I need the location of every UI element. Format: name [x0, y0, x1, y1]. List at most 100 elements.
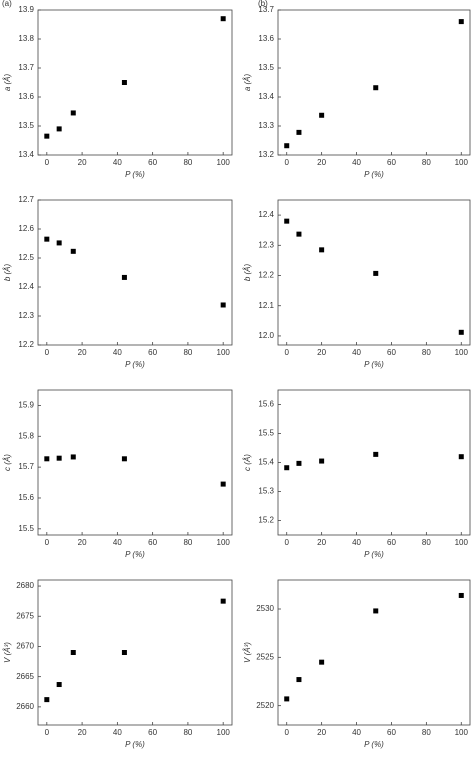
x-tick-label: 60	[387, 728, 396, 737]
point	[284, 465, 290, 471]
point	[121, 456, 127, 462]
y-tick-label: 15.8	[18, 431, 34, 440]
point	[56, 240, 62, 246]
x-tick-label: 100	[455, 158, 469, 167]
x-axis-label: P (%)	[364, 360, 384, 369]
point	[44, 133, 50, 139]
x-tick-label: 20	[317, 728, 326, 737]
point	[458, 19, 464, 25]
x-tick-label: 20	[78, 728, 87, 737]
point	[296, 677, 302, 683]
point	[70, 110, 76, 116]
x-axis-label: P (%)	[125, 170, 145, 179]
point	[220, 16, 226, 22]
plot-frame	[277, 9, 471, 156]
point	[319, 458, 325, 464]
y-tick-label: 12.7	[18, 195, 34, 204]
y-axis-label: b (Å)	[3, 264, 12, 282]
y-tick-label: 12.1	[258, 301, 274, 310]
y-tick-label: 15.5	[18, 524, 34, 533]
y-tick-label: 12.3	[18, 311, 34, 320]
x-axis-label: P (%)	[125, 740, 145, 749]
point	[296, 129, 302, 135]
y-tick-label: 2680	[16, 581, 34, 590]
x-tick-label: 20	[78, 348, 87, 357]
point	[284, 218, 290, 224]
x-tick-label: 80	[183, 538, 192, 547]
x-tick-label: 20	[317, 348, 326, 357]
y-tick-label: 15.9	[18, 401, 34, 410]
x-tick-label: 80	[422, 538, 431, 547]
point	[319, 112, 325, 118]
x-tick-label: 0	[285, 158, 290, 167]
y-tick-label: 12.4	[18, 282, 34, 291]
x-axis-label: P (%)	[125, 550, 145, 559]
x-tick-label: 20	[317, 538, 326, 547]
x-tick-label: 20	[317, 158, 326, 167]
point	[284, 696, 290, 702]
y-tick-label: 15.4	[258, 458, 274, 467]
x-tick-label: 40	[352, 728, 361, 737]
point	[373, 451, 379, 457]
x-tick-label: 80	[422, 158, 431, 167]
y-tick-label: 2525	[256, 652, 274, 661]
x-tick-label: 0	[285, 538, 290, 547]
point	[56, 126, 62, 132]
x-tick-label: 60	[148, 538, 157, 547]
x-tick-label: 0	[45, 728, 50, 737]
x-tick-label: 20	[78, 158, 87, 167]
panel-label: (b)	[258, 0, 268, 8]
plot-frame	[277, 579, 471, 726]
point	[121, 80, 127, 85]
panel-label: (a)	[2, 0, 12, 8]
y-tick-label: 13.6	[18, 92, 34, 101]
x-tick-label: 80	[422, 728, 431, 737]
x-tick-label: 80	[183, 348, 192, 357]
point	[319, 247, 325, 253]
y-axis-label: V (Å³)	[243, 642, 252, 663]
x-tick-label: 40	[113, 538, 122, 547]
y-tick-label: 12.4	[258, 210, 274, 219]
y-tick-label: 13.6	[258, 34, 274, 43]
y-tick-label: 13.4	[258, 92, 274, 101]
point	[70, 454, 76, 460]
point	[121, 274, 127, 280]
plot-frame	[277, 199, 471, 346]
y-tick-label: 15.2	[258, 516, 274, 525]
point	[319, 659, 325, 665]
y-axis-label: c (Å)	[243, 454, 252, 471]
point	[121, 650, 127, 655]
y-axis-label: c (Å)	[3, 454, 12, 471]
x-tick-label: 80	[183, 728, 192, 737]
y-tick-label: 2665	[16, 672, 34, 681]
x-tick-label: 40	[113, 728, 122, 737]
point	[44, 456, 50, 462]
y-tick-label: 12.0	[258, 331, 274, 340]
y-tick-label: 15.7	[18, 462, 34, 471]
point	[296, 231, 302, 237]
point	[220, 598, 226, 604]
x-tick-label: 0	[285, 348, 290, 357]
x-tick-label: 40	[352, 158, 361, 167]
plot-frame	[37, 579, 233, 726]
x-tick-label: 40	[352, 538, 361, 547]
x-tick-label: 40	[113, 158, 122, 167]
x-tick-label: 80	[422, 348, 431, 357]
x-tick-label: 100	[217, 158, 231, 167]
y-tick-label: 2675	[16, 611, 34, 620]
plot-frame	[37, 389, 233, 536]
y-tick-label: 12.5	[18, 253, 34, 262]
point	[284, 143, 290, 149]
y-tick-label: 2660	[16, 702, 34, 711]
x-tick-label: 80	[183, 158, 192, 167]
plot-frame	[37, 9, 233, 156]
y-axis-label: b (Å)	[243, 264, 252, 282]
x-tick-label: 0	[45, 158, 50, 167]
y-tick-label: 13.9	[18, 5, 34, 14]
y-tick-label: 2520	[256, 701, 274, 710]
x-tick-label: 100	[217, 538, 231, 547]
x-axis-label: P (%)	[364, 170, 384, 179]
x-tick-label: 40	[352, 348, 361, 357]
y-tick-label: 13.7	[18, 63, 34, 72]
